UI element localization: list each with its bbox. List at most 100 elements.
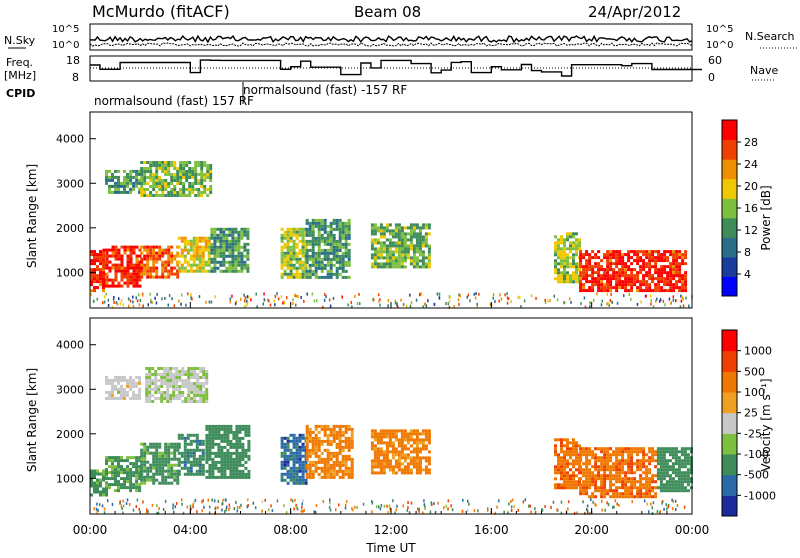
velocity-cell	[196, 373, 200, 376]
velocity-cell	[560, 444, 563, 448]
power-colorbar-label: Power [dB]	[759, 185, 773, 250]
power-cell	[409, 247, 413, 251]
power-cell	[146, 182, 150, 185]
power-cell	[292, 245, 296, 249]
power-cell	[675, 253, 679, 257]
velocity-speckle	[285, 511, 288, 515]
velocity-cell	[606, 462, 610, 466]
velocity-cell	[689, 477, 693, 481]
velocity-cell	[572, 480, 575, 484]
power-cell	[639, 271, 643, 275]
velocity-speckle	[136, 498, 139, 502]
velocity-cell	[566, 477, 569, 481]
velocity-cell	[205, 382, 209, 385]
power-cell	[111, 172, 114, 176]
velocity-cell	[155, 445, 159, 449]
power-cell	[173, 194, 177, 197]
power-cell	[347, 221, 351, 225]
power-cell	[155, 257, 159, 261]
velocity-cell	[323, 457, 327, 461]
velocity-cell	[173, 472, 177, 476]
power-cell	[317, 260, 321, 264]
power-speckle	[379, 298, 381, 302]
power-cell	[606, 265, 610, 269]
power-speckle	[347, 303, 349, 307]
power-cell	[186, 269, 190, 273]
velocity-cell	[166, 397, 170, 400]
power-cell	[606, 262, 610, 266]
power-cell	[335, 275, 339, 279]
power-cell	[666, 271, 670, 275]
power-cell	[213, 257, 217, 261]
power-cell	[314, 236, 318, 240]
power-cell	[213, 230, 217, 234]
velocity-cell	[394, 435, 398, 439]
velocity-cell	[102, 472, 105, 476]
velocity-cell	[600, 480, 604, 484]
velocity-cell	[609, 468, 613, 472]
power-cell	[397, 226, 401, 230]
velocity-cell	[244, 433, 248, 437]
power-cell	[186, 263, 190, 267]
velocity-cell	[400, 441, 404, 445]
velocity-cell	[575, 486, 578, 490]
power-cell	[421, 262, 425, 266]
power-cell	[606, 271, 610, 275]
velocity-cell	[668, 489, 672, 493]
power-cell	[630, 268, 634, 272]
velocity-cell	[289, 472, 293, 476]
power-cell	[102, 272, 106, 276]
velocity-speckle	[329, 508, 332, 512]
power-cell	[311, 260, 315, 264]
power-cell	[99, 271, 102, 275]
power-cell	[326, 251, 330, 255]
power-cell	[388, 223, 392, 227]
power-cell	[179, 164, 183, 167]
power-speckle	[649, 294, 652, 298]
power-cell	[204, 263, 208, 267]
power-cell	[183, 266, 187, 270]
power-cell	[317, 254, 321, 258]
power-cell	[569, 241, 572, 245]
velocity-cell	[286, 475, 290, 479]
power-cell	[93, 289, 96, 293]
power-cell	[108, 190, 111, 194]
velocity-cell	[96, 484, 99, 488]
power-cell	[314, 251, 318, 255]
power-cell	[579, 289, 583, 293]
velocity-cell	[198, 463, 202, 467]
power-cell	[200, 164, 204, 167]
power-cell	[618, 271, 622, 275]
power-speckle	[185, 303, 187, 307]
power-cell	[585, 250, 589, 254]
power-cell	[176, 179, 180, 182]
power-cell	[582, 256, 586, 260]
power-cell	[219, 230, 223, 234]
power-cell	[114, 275, 118, 279]
velocity-speckle	[510, 505, 513, 509]
power-cell	[663, 277, 667, 281]
velocity-cell	[244, 424, 248, 428]
velocity-cell	[280, 466, 284, 470]
velocity-cell	[579, 483, 583, 487]
power-cell	[209, 188, 213, 191]
velocity-cell	[671, 489, 675, 493]
velocity-cell	[166, 391, 170, 394]
power-speckle	[294, 293, 296, 297]
velocity-cell	[575, 459, 578, 463]
velocity-cell	[175, 370, 179, 373]
power-cell	[648, 271, 652, 275]
power-cell	[347, 251, 351, 255]
velocity-cell	[193, 370, 197, 373]
power-speckle	[181, 293, 183, 297]
velocity-cell	[205, 451, 209, 455]
velocity-cell	[686, 447, 690, 451]
velocity-cell	[223, 472, 227, 476]
velocity-speckle	[290, 498, 292, 502]
velocity-cell	[217, 445, 221, 449]
velocity-speckle	[659, 510, 662, 514]
velocity-cell	[164, 469, 168, 473]
velocity-cell	[572, 450, 575, 454]
power-cell	[167, 263, 171, 267]
power-speckle	[379, 303, 381, 307]
